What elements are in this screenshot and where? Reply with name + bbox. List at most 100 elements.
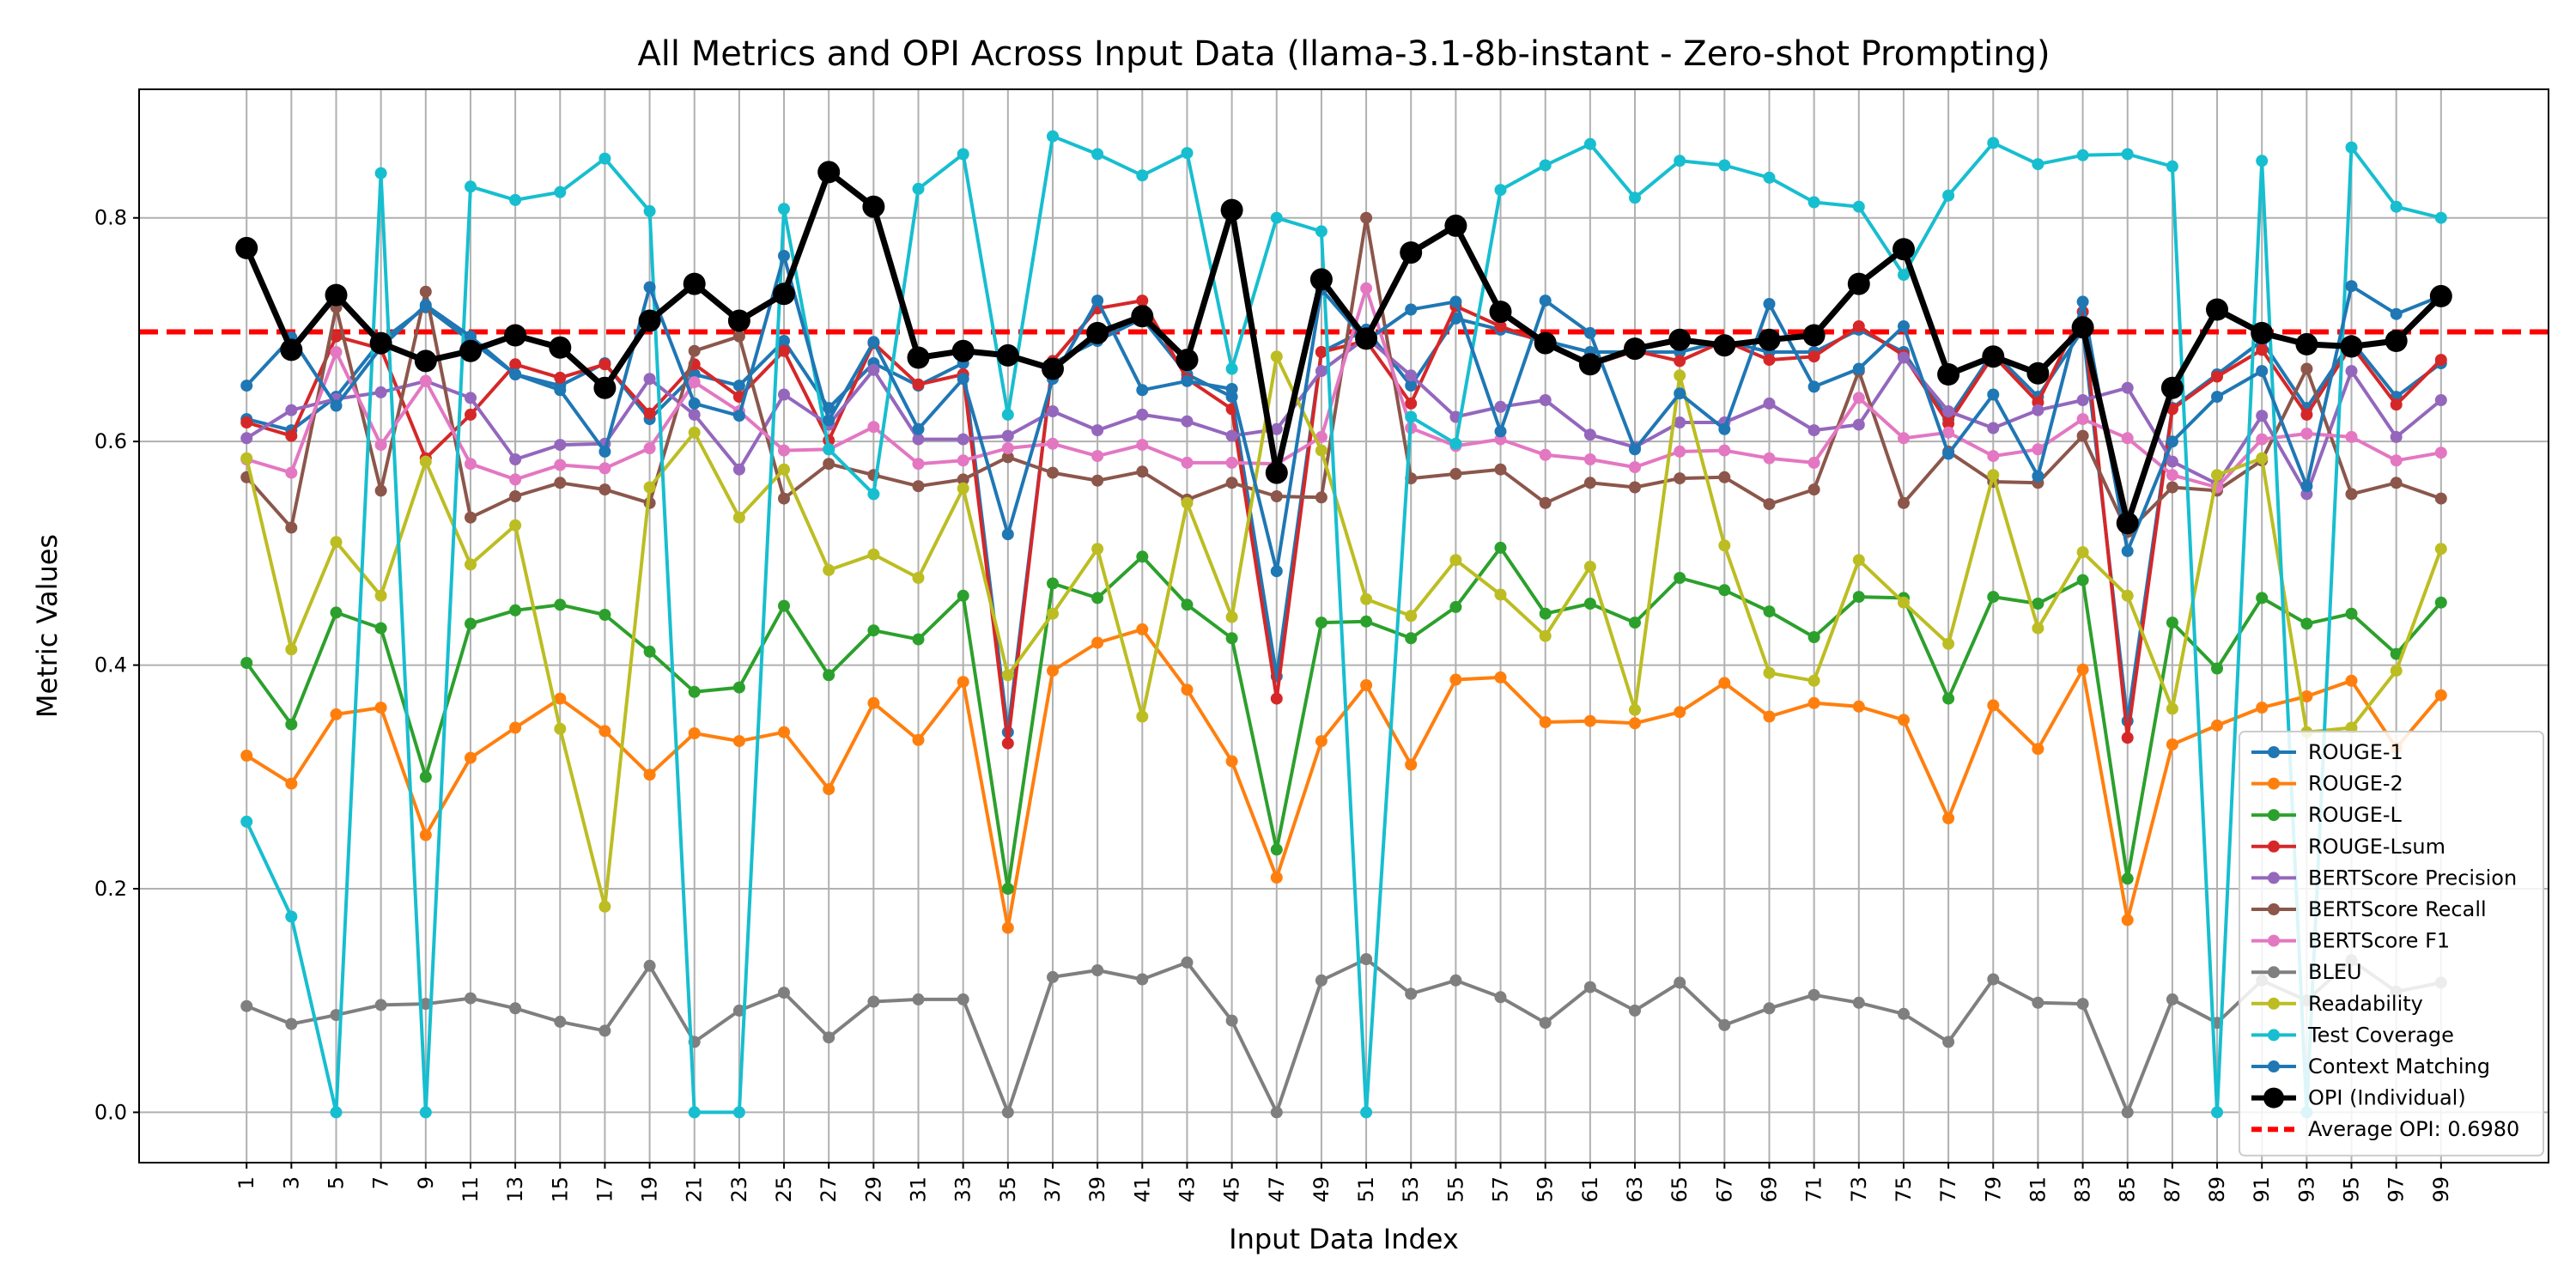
x-tick-label: 3 xyxy=(279,1176,303,1189)
data-point xyxy=(778,987,790,999)
data-point xyxy=(1265,461,1288,484)
data-point xyxy=(1942,692,1955,705)
data-point xyxy=(1583,714,1596,727)
data-point xyxy=(374,999,387,1012)
data-point xyxy=(1405,987,1418,1000)
x-tick-label: 39 xyxy=(1085,1176,1109,1203)
x-tick-label: 17 xyxy=(592,1176,617,1203)
data-point xyxy=(957,676,969,689)
data-point xyxy=(285,643,298,656)
data-point xyxy=(2300,617,2313,630)
data-point xyxy=(1315,735,1327,748)
data-point xyxy=(778,344,790,357)
x-tick-label: 75 xyxy=(1892,1176,1916,1203)
data-point xyxy=(374,439,387,452)
x-tick-label: 21 xyxy=(683,1176,707,1203)
data-point xyxy=(1001,429,1014,442)
data-point xyxy=(1136,623,1149,635)
legend-marker xyxy=(2268,809,2280,822)
legend-entry: OPI (Individual) xyxy=(2251,1086,2466,1110)
data-point xyxy=(2166,435,2178,448)
data-point xyxy=(2121,914,2134,927)
data-point xyxy=(867,995,880,1008)
data-point xyxy=(643,407,656,420)
data-point xyxy=(240,416,253,428)
data-point xyxy=(996,343,1019,367)
data-point xyxy=(2166,455,2178,468)
data-point xyxy=(1942,189,1955,202)
data-point xyxy=(1270,350,1283,363)
legend-entry: BLEU xyxy=(2251,960,2362,984)
data-point xyxy=(2166,702,2178,715)
data-point xyxy=(1763,1002,1776,1015)
legend-marker xyxy=(2268,934,2280,947)
x-tick-label: 23 xyxy=(727,1176,751,1203)
data-point xyxy=(1136,384,1149,397)
data-point xyxy=(1942,1036,1955,1048)
data-point xyxy=(509,1002,522,1015)
data-point xyxy=(1718,471,1731,483)
data-point xyxy=(2390,200,2403,213)
data-point xyxy=(1315,365,1327,378)
data-point xyxy=(1047,665,1059,677)
data-point xyxy=(374,702,387,714)
data-point xyxy=(732,330,745,343)
x-axis-label: Input Data Index xyxy=(1229,1223,1459,1255)
data-point xyxy=(465,992,477,1005)
series-layer xyxy=(235,130,2452,1119)
data-point xyxy=(732,511,745,524)
x-tick-label: 29 xyxy=(861,1176,885,1203)
data-point xyxy=(1763,498,1776,511)
data-point xyxy=(1807,424,1820,437)
data-point xyxy=(2206,298,2228,321)
legend-label: Context Matching xyxy=(2308,1054,2490,1078)
legend-marker xyxy=(2268,746,2280,758)
data-point xyxy=(2295,332,2318,355)
data-point xyxy=(1136,169,1149,182)
x-tick-label: 87 xyxy=(2160,1176,2184,1203)
legend-label: ROUGE-1 xyxy=(2308,740,2403,764)
data-point xyxy=(1001,528,1014,541)
data-point xyxy=(2434,211,2447,224)
data-point xyxy=(2390,430,2403,443)
legend-entry: ROUGE-L xyxy=(2251,803,2403,827)
legend-label: BERTScore F1 xyxy=(2308,929,2450,953)
data-point xyxy=(1763,666,1776,679)
data-point xyxy=(1494,588,1507,601)
data-point xyxy=(823,1031,835,1044)
data-point xyxy=(374,589,387,602)
data-point xyxy=(867,624,880,637)
data-point xyxy=(732,380,745,392)
data-point xyxy=(1136,408,1149,421)
data-point xyxy=(1047,970,1059,983)
data-point xyxy=(1718,159,1731,172)
data-point xyxy=(1360,1106,1373,1119)
data-point xyxy=(823,563,835,576)
data-point xyxy=(1405,632,1418,645)
data-point xyxy=(1629,717,1641,730)
data-point xyxy=(1987,137,2000,149)
data-point xyxy=(1539,448,1552,461)
data-point xyxy=(2345,488,2358,501)
data-point xyxy=(1360,615,1373,628)
data-point xyxy=(688,344,701,357)
data-point xyxy=(912,182,925,195)
data-point xyxy=(2434,689,2447,702)
data-point xyxy=(1131,305,1154,328)
data-point xyxy=(1674,706,1686,719)
data-point xyxy=(1763,452,1776,465)
chart-title: All Metrics and OPI Across Input Data (l… xyxy=(637,34,2050,74)
data-point xyxy=(643,959,656,972)
data-point xyxy=(1763,171,1776,184)
x-tick-label: 19 xyxy=(638,1176,662,1203)
data-point xyxy=(598,462,611,475)
series-rouge-l xyxy=(240,541,2447,895)
data-point xyxy=(1718,584,1731,597)
data-point xyxy=(2256,592,2269,605)
data-point xyxy=(2345,430,2358,443)
data-point xyxy=(285,910,298,923)
data-point xyxy=(1047,577,1059,590)
data-point xyxy=(330,536,343,549)
data-point xyxy=(2076,413,2089,426)
data-point xyxy=(2032,443,2044,456)
